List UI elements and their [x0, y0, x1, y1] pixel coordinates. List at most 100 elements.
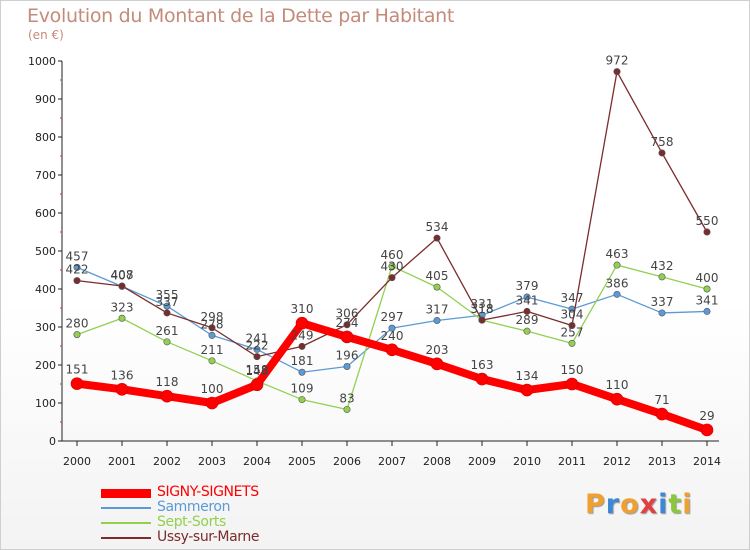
data-point [250, 378, 264, 392]
data-point [613, 68, 621, 76]
data-label: 203 [426, 343, 449, 357]
data-label: 758 [651, 135, 674, 149]
legend-swatch [101, 537, 151, 539]
y-tick-label: 0 [49, 435, 56, 448]
data-point [478, 316, 486, 324]
data-label: 430 [381, 260, 404, 274]
x-tick-label: 2013 [648, 455, 676, 468]
legend-label: Sammeron [157, 499, 231, 515]
data-label: 341 [516, 293, 539, 307]
data-label: 150 [561, 363, 584, 377]
data-point [658, 273, 666, 281]
x-tick-label: 2001 [108, 455, 136, 468]
data-point [658, 149, 666, 157]
data-point [253, 353, 261, 361]
x-tick-label: 2011 [558, 455, 586, 468]
data-point [208, 324, 216, 332]
data-point [298, 396, 306, 404]
y-tick-label: 200 [35, 359, 56, 372]
data-label: 29 [699, 409, 714, 423]
data-point [700, 423, 714, 437]
x-tick-label: 2007 [378, 455, 406, 468]
chart-unit: (en €) [28, 28, 64, 42]
data-label: 318 [471, 302, 494, 316]
data-point [343, 363, 351, 371]
data-label: 306 [336, 307, 359, 321]
data-point [655, 407, 669, 421]
data-label: 550 [696, 214, 719, 228]
data-point [118, 314, 126, 322]
data-point [73, 331, 81, 339]
data-point [73, 277, 81, 285]
data-label: 341 [696, 293, 719, 307]
data-label: 310 [291, 302, 314, 316]
data-point [73, 263, 81, 271]
data-point [613, 290, 621, 298]
data-label: 323 [111, 300, 134, 314]
data-point [115, 383, 129, 396]
data-point [160, 389, 174, 403]
y-tick-label: 1000 [28, 55, 56, 68]
data-point [388, 324, 396, 332]
data-point [565, 377, 579, 391]
data-label: 355 [156, 288, 179, 302]
data-point [163, 309, 171, 317]
data-label: 181 [291, 354, 314, 368]
data-point [703, 285, 711, 293]
data-label: 534 [426, 220, 449, 234]
data-label: 379 [516, 279, 539, 293]
legend-swatch [101, 488, 151, 498]
data-label: 457 [66, 249, 89, 263]
data-label: 118 [156, 375, 179, 389]
data-point [253, 345, 261, 353]
legend-label: Sept-Sorts [157, 514, 226, 530]
data-label: 83 [339, 391, 354, 405]
data-label: 337 [651, 295, 674, 309]
data-label: 257 [561, 325, 584, 339]
data-label: 100 [201, 382, 224, 396]
data-label: 460 [381, 248, 404, 262]
data-label: 261 [156, 324, 179, 338]
data-point [433, 317, 441, 325]
data-point [568, 339, 576, 347]
chart-data-labels: 457 407 355 278 241 181 196 297 317 331 379 347 386 3… [66, 54, 719, 423]
legend-swatch [101, 507, 151, 509]
data-point [568, 321, 576, 329]
x-tick-label: 2005 [288, 455, 316, 468]
data-label: 211 [201, 343, 224, 357]
data-point [340, 330, 354, 344]
data-point [343, 405, 351, 413]
x-tick-label: 2000 [63, 455, 91, 468]
data-point [523, 327, 531, 335]
data-point [208, 331, 216, 339]
data-point [205, 396, 219, 410]
data-label: 297 [381, 310, 404, 324]
data-point [703, 228, 711, 236]
data-label: 196 [336, 349, 359, 363]
data-point [433, 283, 441, 291]
data-label: 337 [156, 295, 179, 309]
data-label: 163 [471, 358, 494, 372]
data-point [343, 321, 351, 329]
data-label: 151 [66, 363, 89, 377]
y-tick-label: 300 [35, 321, 56, 334]
data-point [298, 368, 306, 376]
data-point [298, 342, 306, 350]
x-tick-label: 2014 [693, 455, 721, 468]
chart-title: Evolution du Montant de la Dette par Hab… [27, 5, 455, 27]
data-label: 386 [606, 276, 629, 290]
data-label: 331 [471, 297, 494, 311]
data-label: 304 [561, 307, 584, 321]
data-point [163, 302, 171, 310]
data-label: 972 [606, 54, 629, 68]
data-label: 71 [654, 393, 669, 407]
x-tick-label: 2010 [513, 455, 541, 468]
data-label: 274 [336, 316, 359, 330]
y-tick-label: 700 [35, 169, 56, 182]
x-tick-label: 2004 [243, 455, 271, 468]
data-label: 432 [651, 259, 674, 273]
y-tick-label: 800 [35, 131, 56, 144]
legend-label: SIGNY-SIGNETS [157, 484, 259, 500]
y-tick-label: 600 [35, 207, 56, 220]
